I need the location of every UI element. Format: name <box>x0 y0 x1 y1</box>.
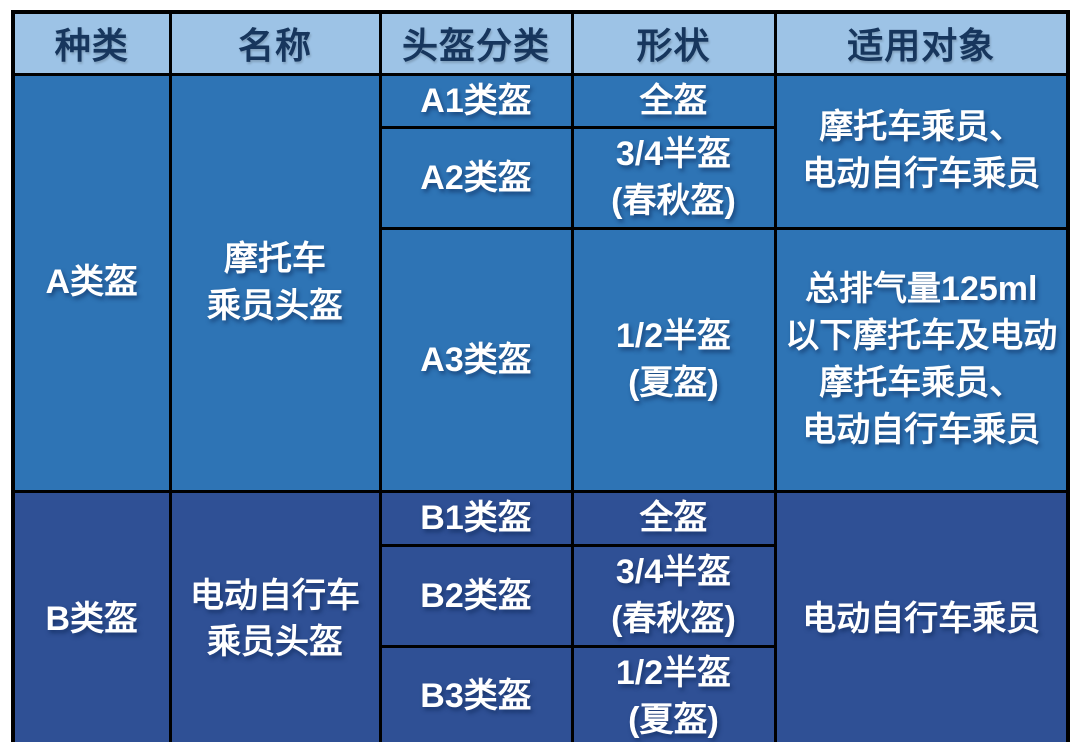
cell-a1-class: A1类盔 <box>378 72 574 130</box>
header-row: 种类 名称 头盔分类 形状 适用对象 <box>11 10 1070 76</box>
row-b1: B类盔 电动自行车 乘员头盔 B1类盔 全盔 电动自行车乘员 <box>11 490 1070 742</box>
header-name: 名称 <box>168 10 382 76</box>
row-a2: A2类盔 3/4半盔 (春秋盔) <box>13 126 1068 231</box>
cell-a-name: 摩托车 乘员头盔 <box>168 72 382 494</box>
cell-b2-class: B2类盔 <box>378 544 574 648</box>
cell-a2-shape: 3/4半盔 (春秋盔) <box>570 126 777 231</box>
cell-b2-shape: 3/4半盔 (春秋盔) <box>570 544 777 648</box>
cell-b1-shape: 全盔 <box>570 490 777 548</box>
header-shape: 形状 <box>570 10 777 76</box>
cell-a3-target: 总排气量125ml 以下摩托车及电动 摩托车乘员、 电动自行车乘员 <box>773 227 1070 494</box>
row-a3: A3类盔 1/2半盔 (夏盔) 总排气量125ml 以下摩托车及电动 摩托车乘员… <box>13 227 1070 494</box>
cell-b-type: B类盔 <box>11 490 172 742</box>
cell-b-target: 电动自行车乘员 <box>773 490 1070 742</box>
cell-a1-shape: 全盔 <box>570 72 777 130</box>
cell-b3-class: B3类盔 <box>378 644 574 742</box>
cell-a3-class: A3类盔 <box>378 227 574 494</box>
cell-a3-shape: 1/2半盔 (夏盔) <box>570 227 777 494</box>
cell-b1-class: B1类盔 <box>378 490 574 548</box>
helmet-classification-table: 种类 名称 头盔分类 形状 适用对象 A类盔 摩托车 乘员头盔 A1类盔 全盔 … <box>11 10 1070 742</box>
cell-b-name: 电动自行车 乘员头盔 <box>168 490 382 742</box>
header-target: 适用对象 <box>773 10 1070 76</box>
cell-a2-class: A2类盔 <box>378 126 574 231</box>
header-classification: 头盔分类 <box>378 10 574 76</box>
cell-b3-shape: 1/2半盔 (夏盔) <box>570 644 777 742</box>
row-b2: B2类盔 3/4半盔 (春秋盔) <box>13 544 1068 648</box>
row-b3: B3类盔 1/2半盔 (夏盔) <box>13 644 1068 742</box>
cell-a1-a2-target: 摩托车乘员、 电动自行车乘员 <box>773 72 1070 231</box>
header-type: 种类 <box>11 10 172 76</box>
cell-a-type: A类盔 <box>11 72 172 494</box>
row-a1: A类盔 摩托车 乘员头盔 A1类盔 全盔 摩托车乘员、 电动自行车乘员 <box>11 72 1070 494</box>
